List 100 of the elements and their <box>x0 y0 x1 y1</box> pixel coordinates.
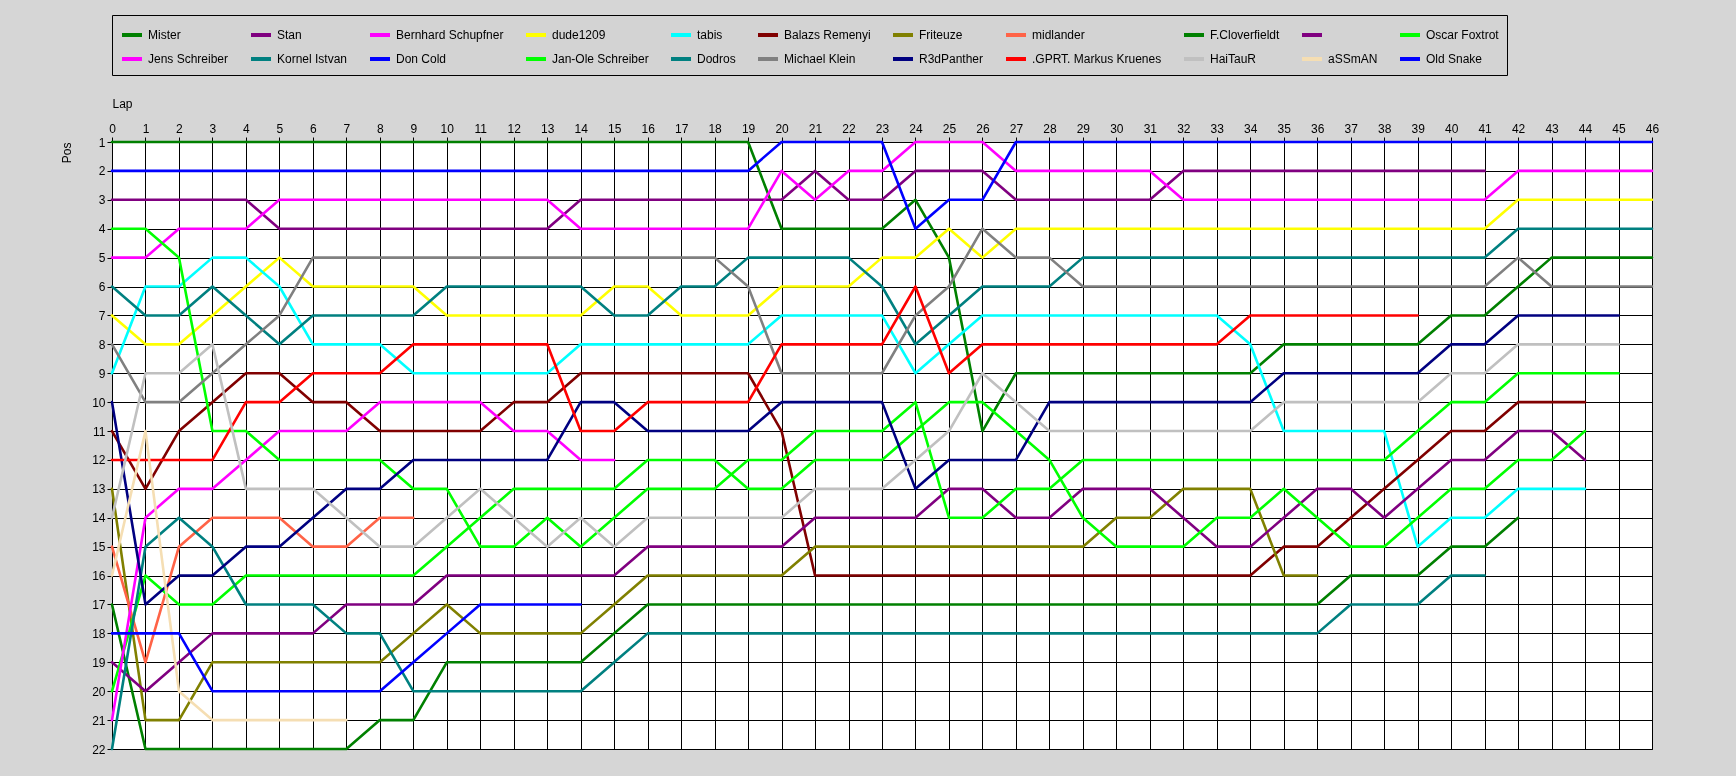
x-tick-label: 41 <box>1478 121 1493 136</box>
x-tick-label: 36 <box>1311 121 1325 136</box>
legend-label: F.Cloverfieldt <box>1210 28 1281 42</box>
legend-label: Dodros <box>697 52 736 66</box>
x-tick-label: 39 <box>1411 121 1426 136</box>
x-tick-label: 44 <box>1578 121 1593 136</box>
x-tick-label: 8 <box>376 121 384 136</box>
line-series <box>110 429 348 722</box>
y-tick-label: 14 <box>92 511 106 526</box>
x-tick-label: 12 <box>507 121 522 136</box>
legend-label: Jens Schreiber <box>148 52 229 66</box>
x-tick-label: 27 <box>1009 121 1024 136</box>
x-axis-title: Lap <box>112 96 133 111</box>
y-tick-label: 4 <box>98 222 106 237</box>
y-tick-label: 16 <box>92 569 106 584</box>
x-tick-label: 46 <box>1645 121 1660 136</box>
x-tick-label: 16 <box>641 121 656 136</box>
line-series <box>110 198 1654 346</box>
x-tick-label: 13 <box>541 121 555 136</box>
x-tick-label: 20 <box>775 121 790 136</box>
legend-label: Oscar Foxtrot <box>1426 28 1500 42</box>
legend-label: Mister <box>148 28 181 42</box>
y-tick-label: 7 <box>98 308 106 323</box>
line-series <box>110 140 1654 231</box>
legend-label: midlander <box>1032 28 1085 42</box>
line-series <box>110 314 1620 606</box>
x-tick-label: 29 <box>1076 121 1091 136</box>
x-tick-label: 21 <box>808 121 823 136</box>
x-tick-label: 25 <box>942 121 957 136</box>
x-tick-label: 31 <box>1143 121 1158 136</box>
y-tick-label: 5 <box>98 251 106 266</box>
legend-label: Old Snake <box>1426 52 1483 66</box>
x-tick-label: 19 <box>741 121 756 136</box>
legend-label: tabis <box>697 28 723 42</box>
y-tick-label: 21 <box>92 713 106 728</box>
x-tick-label: 42 <box>1511 121 1526 136</box>
legend-label: Stan <box>277 28 302 42</box>
y-tick-label: 15 <box>92 540 106 555</box>
line-series <box>110 487 1319 722</box>
line-series <box>110 227 1654 404</box>
line-series <box>110 285 1419 462</box>
legend-label: HaiTauR <box>1210 52 1257 66</box>
line-series <box>110 140 1654 259</box>
legend-label: Bernhard Schupfner <box>396 28 504 42</box>
x-tick-label: 28 <box>1043 121 1057 136</box>
y-tick-label: 6 <box>98 280 106 295</box>
legend-label: R3dPanther <box>919 52 984 66</box>
legend-label: Michael Klein <box>784 52 856 66</box>
legend-label: aSSmAN <box>1328 52 1378 66</box>
legend-label: Friteuze <box>919 28 963 42</box>
y-tick-label: 1 <box>98 135 106 150</box>
x-tick-label: 14 <box>574 121 589 136</box>
x-tick-label: 6 <box>310 121 318 136</box>
x-tick-label: 2 <box>176 121 184 136</box>
y-tick-label: 2 <box>98 164 106 179</box>
line-series <box>110 140 1654 433</box>
x-tick-label: 11 <box>474 121 488 136</box>
x-tick-label: 30 <box>1110 121 1124 136</box>
y-tick-label: 8 <box>98 337 106 352</box>
legend-label: .GPRT. Markus Kruenes <box>1032 52 1162 66</box>
x-tick-label: 22 <box>842 121 857 136</box>
y-axis-title: Pos <box>60 142 75 164</box>
x-tick-label: 15 <box>607 121 622 136</box>
line-series <box>110 371 1587 577</box>
line-series <box>110 603 582 693</box>
x-tick-label: 24 <box>909 121 923 136</box>
x-tick-label: 17 <box>674 121 689 136</box>
x-tick-label: 10 <box>440 121 455 136</box>
x-tick-label: 26 <box>976 121 990 136</box>
y-tick-label: 20 <box>92 684 106 699</box>
y-tick-label: 3 <box>98 193 106 208</box>
x-tick-label: 37 <box>1344 121 1359 136</box>
x-tick-label: 9 <box>410 121 418 136</box>
x-tick-label: 7 <box>343 121 351 136</box>
x-tick-label: 32 <box>1177 121 1191 136</box>
y-tick-label: 18 <box>92 626 106 641</box>
y-tick-label: 13 <box>92 482 106 497</box>
x-tick-label: 18 <box>708 121 723 136</box>
legend-label: Balazs Remenyi <box>784 28 871 42</box>
x-tick-label: 38 <box>1377 121 1392 136</box>
x-tick-label: 4 <box>243 121 251 136</box>
x-tick-label: 33 <box>1210 121 1225 136</box>
x-tick-label: 43 <box>1545 121 1560 136</box>
x-tick-label: 40 <box>1444 121 1459 136</box>
y-tick-label: 11 <box>93 424 106 439</box>
line-series <box>110 400 616 722</box>
x-tick-label: 45 <box>1612 121 1627 136</box>
y-tick-label: 12 <box>92 453 106 468</box>
line-series <box>110 227 1654 346</box>
line-series <box>110 343 1620 548</box>
y-tick-label: 9 <box>98 366 106 381</box>
y-tick-label: 22 <box>92 742 106 757</box>
x-tick-label: 23 <box>875 121 890 136</box>
x-tick-label: 35 <box>1277 121 1292 136</box>
legend-label: Jan-Ole Schreiber <box>552 52 649 66</box>
x-tick-label: 3 <box>209 121 217 136</box>
legend-label: Kornel Istvan <box>277 52 348 66</box>
y-tick-label: 10 <box>92 395 106 410</box>
x-tick-label: 34 <box>1244 121 1258 136</box>
y-tick-label: 19 <box>92 655 106 670</box>
